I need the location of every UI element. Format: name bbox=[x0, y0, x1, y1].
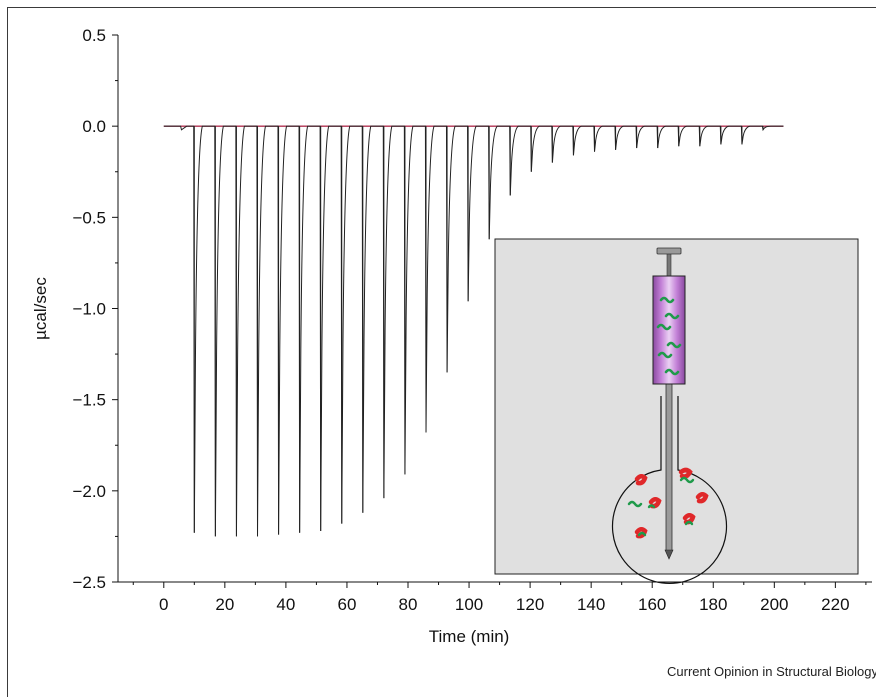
plunger-cap-icon bbox=[656, 247, 682, 255]
y-tick-label: −1.5 bbox=[72, 391, 106, 410]
itc-cell-inset bbox=[494, 238, 859, 584]
stirrer-tip-icon bbox=[664, 549, 674, 560]
y-tick-label: −1.0 bbox=[72, 300, 106, 319]
x-tick-label: 120 bbox=[516, 595, 544, 614]
y-tick-label: −0.5 bbox=[72, 208, 106, 227]
y-tick-label: −2.5 bbox=[72, 573, 106, 592]
x-tick-label: 80 bbox=[399, 595, 418, 614]
injection-traces bbox=[163, 125, 784, 537]
x-tick-label: 160 bbox=[638, 595, 666, 614]
syringe-barrel-icon bbox=[652, 275, 686, 385]
x-tick-label: 220 bbox=[821, 595, 849, 614]
x-tick-label: 140 bbox=[577, 595, 605, 614]
ligand-icons bbox=[656, 296, 682, 376]
x-tick-label: 100 bbox=[455, 595, 483, 614]
x-tick-label: 40 bbox=[276, 595, 295, 614]
x-tick-label: 0 bbox=[159, 595, 168, 614]
figure-credit: Current Opinion in Structural Biology bbox=[667, 664, 876, 679]
y-tick-label: 0.5 bbox=[82, 26, 106, 45]
plunger-rod-icon bbox=[666, 251, 672, 277]
bound-ligand-icons bbox=[627, 476, 695, 537]
x-axis-title: Time (min) bbox=[429, 627, 510, 646]
y-tick-label: −2.0 bbox=[72, 482, 106, 501]
x-tick-label: 20 bbox=[215, 595, 234, 614]
x-tick-label: 200 bbox=[760, 595, 788, 614]
x-tick-label: 60 bbox=[337, 595, 356, 614]
y-tick-label: 0.0 bbox=[82, 117, 106, 136]
y-axis-title: µcal/sec bbox=[31, 277, 50, 340]
x-tick-label: 180 bbox=[699, 595, 727, 614]
syringe-needle-icon bbox=[665, 382, 673, 552]
figure-frame bbox=[7, 7, 876, 697]
plot-axes: 0.5 0.0 −0.5 −1.0 −1.5 −2.0 −2.5 0 20 40 60 80 100 12… bbox=[31, 26, 872, 646]
sample-cell-icon bbox=[611, 396, 728, 584]
